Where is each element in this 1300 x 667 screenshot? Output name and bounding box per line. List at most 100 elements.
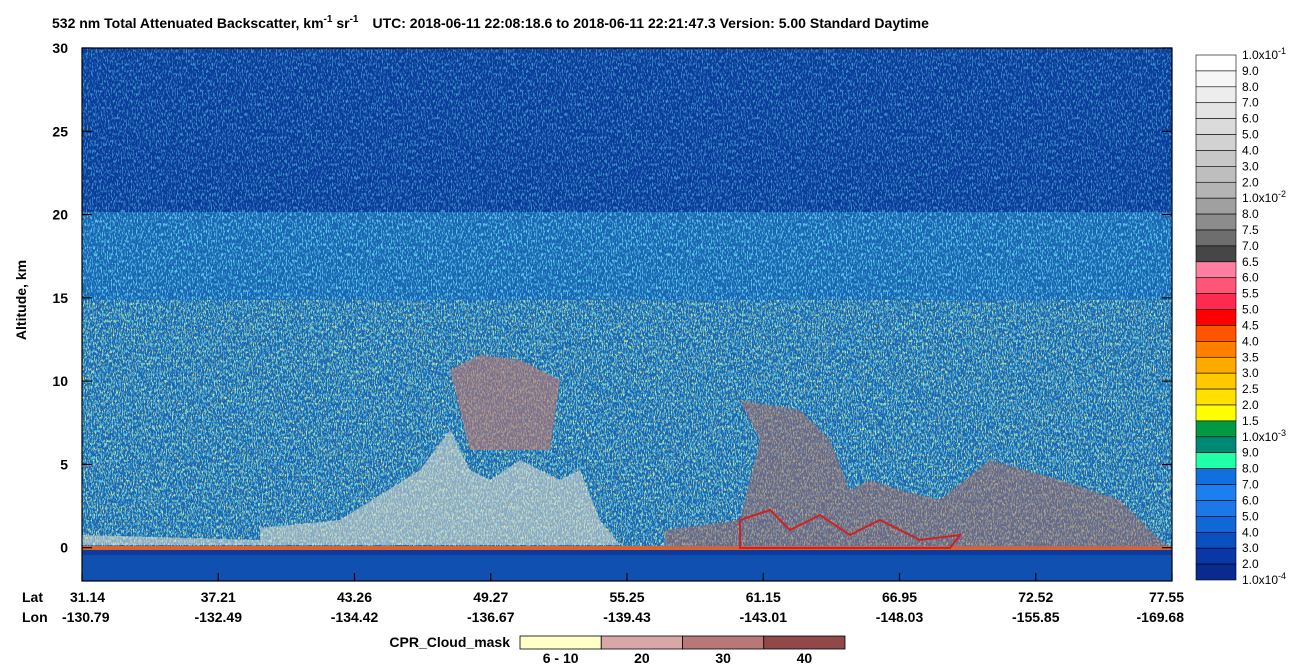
colorbar-label-exp: -4 bbox=[1278, 571, 1286, 581]
colorbar-swatch bbox=[1195, 309, 1237, 326]
y-tick-label: 20 bbox=[52, 207, 68, 223]
lat-label: 37.21 bbox=[201, 589, 236, 605]
y-tick-label: 0 bbox=[60, 540, 68, 556]
lat-label: 43.26 bbox=[337, 589, 372, 605]
colorbar-label: 4.0 bbox=[1242, 334, 1259, 348]
colorbar-swatch bbox=[1195, 293, 1237, 310]
colorbar-swatch bbox=[1195, 356, 1237, 374]
y-tick-label: 15 bbox=[52, 290, 68, 306]
lon-label: -169.68 bbox=[1137, 609, 1185, 625]
colorbar-label: 3.5 bbox=[1242, 350, 1259, 364]
colorbar-swatch bbox=[1195, 150, 1237, 167]
colorbar-label-base: 1.0x10 bbox=[1242, 191, 1278, 205]
colorbar-label: 6.0 bbox=[1242, 493, 1259, 507]
colorbar-label: 1.0x10-2 bbox=[1242, 189, 1286, 205]
colorbar-label: 1.0x10-4 bbox=[1242, 571, 1286, 587]
colorbar-swatch bbox=[1195, 516, 1237, 533]
colorbar-swatch bbox=[1195, 341, 1237, 358]
colorbar-swatch bbox=[1195, 54, 1237, 72]
lat-label: 66.95 bbox=[882, 589, 917, 605]
colorbar-label: 3.0 bbox=[1242, 366, 1259, 380]
colorbar-label: 1.0x10-3 bbox=[1242, 428, 1286, 444]
colorbar-swatch bbox=[1195, 261, 1237, 279]
colorbar-swatch bbox=[1195, 420, 1237, 438]
colorbar-label-exp: -2 bbox=[1278, 189, 1286, 199]
lon-label: -148.03 bbox=[876, 609, 924, 625]
y-tick-label: 30 bbox=[52, 40, 68, 56]
colorbar-label: 3.0 bbox=[1242, 541, 1259, 555]
colorbar-label-exp: -1 bbox=[1278, 46, 1286, 56]
colorbar-swatch bbox=[1195, 500, 1237, 517]
colorbar-swatch bbox=[1195, 118, 1237, 135]
colorbar-label: 7.0 bbox=[1242, 478, 1259, 492]
lon-label: -155.85 bbox=[1012, 609, 1060, 625]
cpr-label: 20 bbox=[634, 650, 650, 666]
lon-label: -130.79 bbox=[62, 609, 110, 625]
colorbar-label: 2.0 bbox=[1242, 557, 1259, 571]
colorbar-label: 6.0 bbox=[1242, 271, 1259, 285]
lon-label: -139.43 bbox=[603, 609, 651, 625]
colorbar-swatch bbox=[1195, 229, 1237, 247]
cpr-swatch bbox=[763, 635, 846, 650]
colorbar-label: 1.5 bbox=[1242, 414, 1259, 428]
colorbar-swatch bbox=[1195, 547, 1237, 565]
colorbar-label-exp: -3 bbox=[1278, 428, 1286, 438]
colorbar-swatch bbox=[1195, 372, 1237, 390]
colorbar-label: 2.0 bbox=[1242, 175, 1259, 189]
cpr-swatch bbox=[682, 635, 765, 650]
colorbar-swatch bbox=[1195, 245, 1237, 263]
colorbar-label: 7.5 bbox=[1242, 223, 1259, 237]
colorbar-label-base: 1.0x10 bbox=[1242, 573, 1278, 587]
y-tick-label: 5 bbox=[60, 456, 68, 472]
lon-label: -132.49 bbox=[195, 609, 243, 625]
colorbar-label: 4.0 bbox=[1242, 525, 1259, 539]
colorbar-label: 3.0 bbox=[1242, 159, 1259, 173]
colorbar-swatch bbox=[1195, 166, 1237, 183]
colorbar-label: 2.0 bbox=[1242, 398, 1259, 412]
colorbar-label: 9.0 bbox=[1242, 446, 1259, 460]
lon-label: -136.67 bbox=[467, 609, 515, 625]
lat-label: 72.52 bbox=[1018, 589, 1053, 605]
colorbar-swatch bbox=[1195, 436, 1237, 454]
lat-label: 55.25 bbox=[609, 589, 644, 605]
colorbar: 1.0x10-19.08.07.06.05.04.03.02.01.0x10-2… bbox=[1195, 46, 1286, 587]
colorbar-swatch bbox=[1195, 468, 1237, 485]
colorbar-swatch bbox=[1195, 388, 1237, 406]
lon-label: -134.42 bbox=[331, 609, 379, 625]
colorbar-swatch bbox=[1195, 213, 1237, 231]
cpr-label: 40 bbox=[797, 650, 813, 666]
lat-label: 31.14 bbox=[70, 589, 105, 605]
lat-label: 61.15 bbox=[746, 589, 781, 605]
lon-label: -143.01 bbox=[740, 609, 788, 625]
y-tick-label: 10 bbox=[52, 373, 68, 389]
colorbar-swatch bbox=[1195, 181, 1237, 199]
colorbar-label: 2.5 bbox=[1242, 382, 1259, 396]
colorbar-label: 6.5 bbox=[1242, 255, 1259, 269]
colorbar-swatch bbox=[1195, 197, 1237, 215]
colorbar-label: 7.0 bbox=[1242, 239, 1259, 253]
colorbar-label: 5.0 bbox=[1242, 303, 1259, 317]
colorbar-label-base: 1.0x10 bbox=[1242, 48, 1278, 62]
cpr-label: 6 - 10 bbox=[543, 650, 579, 666]
colorbar-label: 5.0 bbox=[1242, 509, 1259, 523]
lon-row-label: Lon bbox=[22, 609, 48, 625]
colorbar-swatch bbox=[1195, 452, 1237, 469]
y-axis-label: Altitude, km bbox=[13, 260, 29, 340]
chart-title: 532 nm Total Attenuated Backscatter, km-… bbox=[52, 14, 929, 31]
colorbar-swatch bbox=[1195, 70, 1237, 88]
cpr-swatch bbox=[600, 635, 683, 650]
colorbar-swatch bbox=[1195, 102, 1237, 119]
cpr-legend: CPR_Cloud_mask 6 - 10 20 30 40 bbox=[389, 634, 846, 666]
colorbar-label: 5.5 bbox=[1242, 287, 1259, 301]
colorbar-label: 7.0 bbox=[1242, 96, 1259, 110]
cpr-legend-title: CPR_Cloud_mask bbox=[389, 634, 510, 650]
colorbar-swatch bbox=[1195, 484, 1237, 501]
colorbar-swatch bbox=[1195, 563, 1237, 581]
y-tick-label: 25 bbox=[52, 123, 68, 139]
colorbar-swatch bbox=[1195, 134, 1237, 151]
colorbar-label: 8.0 bbox=[1242, 207, 1259, 221]
colorbar-swatch bbox=[1195, 325, 1237, 342]
colorbar-swatch bbox=[1195, 531, 1237, 549]
colorbar-swatch bbox=[1195, 277, 1237, 294]
